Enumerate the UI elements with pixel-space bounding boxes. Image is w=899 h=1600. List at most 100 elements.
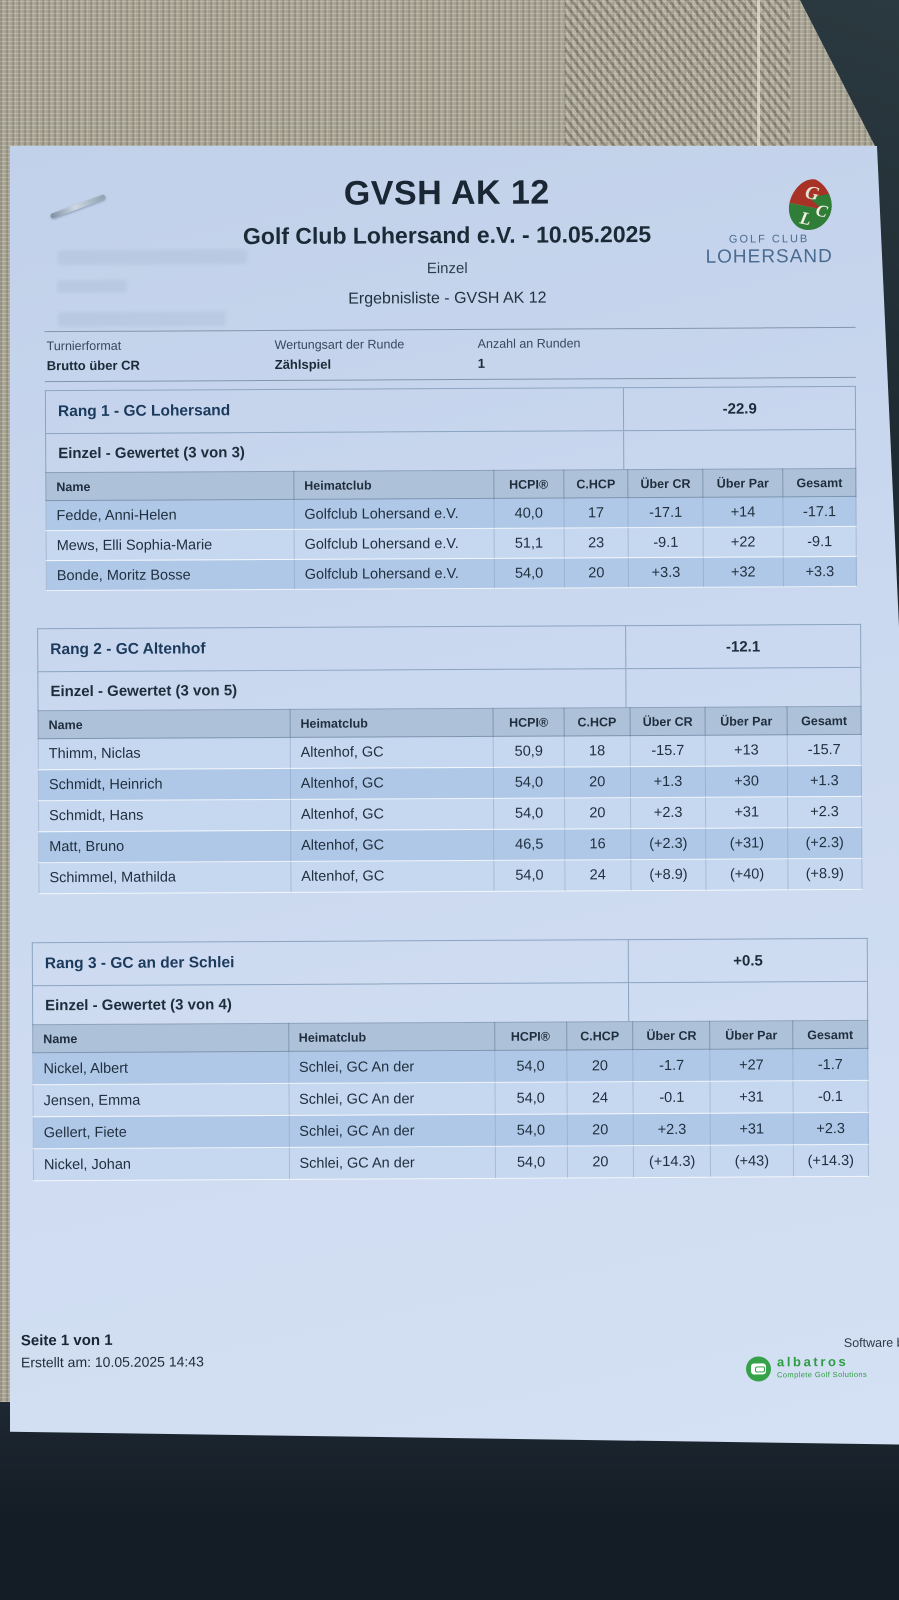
player-row: Fedde, Anni-Helen Golfclub Lohersand e.V… — [45, 496, 857, 531]
cell-name: Thimm, Niclas — [38, 737, 291, 770]
cell-heimatclub: Schlei, GC An der — [288, 1050, 495, 1084]
cell-gesamt: -1.7 — [792, 1048, 868, 1081]
cell-chcp: 23 — [563, 527, 629, 558]
meta-label: Wertungsart der Runde — [274, 337, 405, 352]
cell-ueber-cr: -1.7 — [633, 1049, 711, 1082]
group-subtitle-row: Einzel - Gewertet (3 von 5) — [37, 666, 862, 711]
cell-gesamt: +2.3 — [792, 1112, 869, 1145]
rank-group-1: Rang 1 - GC Lohersand -22.9 Einzel - Gew… — [44, 385, 857, 592]
software-credit: Software by albatros Complete Golf Solut… — [745, 1336, 899, 1382]
cell-ueber-par: (+43) — [710, 1144, 794, 1178]
cell-ueber-cr: (+2.3) — [630, 828, 707, 860]
svg-text:L: L — [797, 207, 813, 229]
cell-gesamt: (+14.3) — [793, 1144, 869, 1177]
rank-label: Rang 1 - GC Lohersand — [45, 388, 625, 434]
cell-heimatclub: Altenhof, GC — [290, 829, 494, 862]
cell-heimatclub: Schlei, GC An der — [288, 1082, 495, 1116]
albatros-wordmark: albatros — [776, 1353, 849, 1370]
col-ueber-cr: Über CR — [628, 469, 703, 498]
cell-heimatclub: Golfclub Lohersand e.V. — [293, 528, 495, 560]
cell-name: Mews, Elli Sophia-Marie — [46, 529, 295, 561]
club-logo-line1: GOLF CLUB — [728, 233, 810, 246]
column-header-row: Name Heimatclub HCPI® C.HCP Über CR Über… — [38, 706, 862, 739]
cell-ueber-par: +30 — [705, 765, 788, 798]
col-chcp: C.HCP — [563, 469, 629, 498]
results-sheet: GVSH AK 12 Golf Club Lohersand e.V. - 10… — [10, 146, 899, 1445]
cell-ueber-par: +27 — [709, 1048, 793, 1082]
cell-gesamt: +1.3 — [787, 765, 862, 797]
cell-ueber-cr: -15.7 — [629, 735, 706, 767]
col-ueber-cr: Über CR — [629, 707, 706, 736]
cell-ueber-cr: -0.1 — [633, 1081, 711, 1114]
albatros-logo-text: albatros Complete Golf Solutions — [776, 1353, 868, 1380]
cell-chcp: 17 — [563, 497, 629, 528]
player-row: Gellert, Fiete Schlei, GC An der 54,0 20… — [33, 1112, 869, 1149]
col-name: Name — [32, 1023, 289, 1053]
cell-heimatclub: Altenhof, GC — [290, 798, 494, 831]
cell-name: Fedde, Anni-Helen — [45, 499, 294, 531]
col-gesamt: Gesamt — [782, 468, 856, 497]
results-table: Name Heimatclub HCPI® C.HCP Über CR Über… — [32, 1019, 869, 1182]
cell-heimatclub: Golfclub Lohersand e.V. — [293, 498, 495, 530]
cell-heimatclub: Altenhof, GC — [290, 860, 495, 893]
meta-value: 1 — [477, 355, 486, 371]
cell-hcpi: 54,0 — [493, 859, 565, 892]
rank-header-row: Rang 2 - GC Altenhof -12.1 — [37, 623, 862, 672]
results-table: Name Heimatclub HCPI® C.HCP Über CR Über… — [37, 705, 863, 895]
meta-anzahl-runden: Anzahl an Runden 1 — [478, 336, 581, 371]
cell-gesamt: -17.1 — [783, 496, 857, 527]
cell-hcpi: 51,1 — [494, 527, 564, 559]
cell-hcpi: 54,0 — [493, 797, 565, 830]
group-subtitle: Einzel - Gewertet (3 von 3) — [46, 431, 625, 473]
player-row: Nickel, Albert Schlei, GC An der 54,0 20… — [32, 1048, 868, 1085]
cell-name: Nickel, Johan — [33, 1147, 290, 1181]
col-heimatclub: Heimatclub — [289, 708, 494, 738]
col-gesamt: Gesamt — [792, 1020, 868, 1049]
cell-gesamt: (+8.9) — [787, 858, 862, 890]
club-logo-icon: G L C — [785, 178, 837, 233]
cell-chcp: 16 — [564, 828, 631, 860]
cell-ueber-par: +14 — [702, 496, 784, 528]
cell-ueber-par: (+40) — [706, 858, 788, 891]
column-header-row: Name Heimatclub HCPI® C.HCP Über CR Über… — [32, 1020, 868, 1053]
col-ueber-par: Über Par — [702, 468, 784, 498]
player-row: Mews, Elli Sophia-Marie Golfclub Lohersa… — [46, 526, 857, 561]
rank-score: +0.5 — [733, 951, 763, 970]
group-subtitle-spacer — [625, 430, 856, 469]
cell-hcpi: 54,0 — [494, 557, 564, 589]
cell-name: Jensen, Emma — [33, 1083, 289, 1117]
cell-chcp: 20 — [563, 557, 629, 588]
player-row: Matt, Bruno Altenhof, GC 46,5 16 (+2.3) … — [38, 827, 862, 863]
col-gesamt: Gesamt — [786, 706, 862, 735]
meta-label: Turnierformat — [46, 338, 122, 354]
albatros-tagline: Complete Golf Solutions — [777, 1369, 868, 1380]
player-row: Schmidt, Heinrich Altenhof, GC 54,0 20 +… — [38, 765, 862, 801]
cell-chcp: 18 — [564, 735, 631, 767]
rank-score: -22.9 — [722, 399, 757, 418]
cell-chcp: 24 — [566, 1081, 634, 1114]
cell-hcpi: 46,5 — [493, 828, 565, 861]
cell-chcp: 20 — [564, 766, 631, 798]
group-subtitle-row: Einzel - Gewertet (3 von 4) — [31, 980, 869, 1025]
group-subtitle-spacer — [629, 982, 867, 1021]
meta-label: Anzahl an Runden — [477, 336, 581, 351]
group-subtitle-row: Einzel - Gewertet (3 von 3) — [45, 428, 857, 473]
player-row: Thimm, Niclas Altenhof, GC 50,9 18 -15.7… — [38, 734, 862, 770]
cell-name: Matt, Bruno — [38, 830, 291, 863]
cell-ueber-par: +31 — [705, 796, 788, 829]
cell-name: Nickel, Albert — [32, 1051, 289, 1085]
player-row: Jensen, Emma Schlei, GC An der 54,0 24 -… — [33, 1080, 869, 1117]
results-table: Name Heimatclub HCPI® C.HCP Über CR Über… — [45, 467, 857, 592]
col-ueber-cr: Über CR — [633, 1021, 710, 1050]
cell-gesamt: (+2.3) — [787, 827, 862, 859]
cell-hcpi: 50,9 — [493, 735, 565, 768]
cell-ueber-par: +31 — [710, 1080, 793, 1114]
cell-hcpi: 40,0 — [493, 497, 564, 529]
cell-name: Bonde, Moritz Bosse — [46, 559, 295, 591]
col-ueber-par: Über Par — [705, 706, 788, 736]
rank-score: -12.1 — [725, 637, 761, 656]
col-heimatclub: Heimatclub — [293, 470, 494, 500]
meta-turnierformat: Turnierformat Brutto über CR — [47, 339, 140, 373]
cell-name: Schmidt, Hans — [38, 799, 291, 832]
col-name: Name — [38, 709, 291, 739]
